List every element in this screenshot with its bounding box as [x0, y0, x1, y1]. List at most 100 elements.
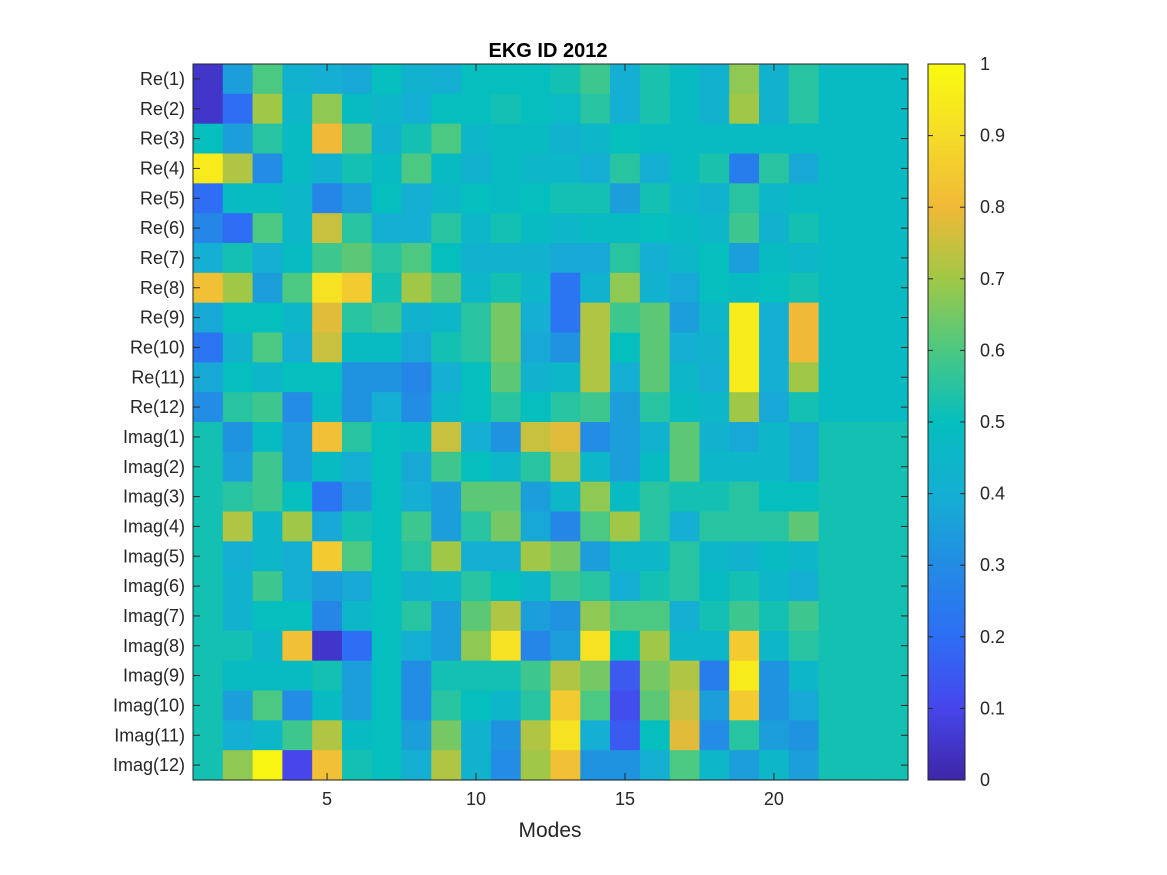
heatmap-cell	[341, 243, 373, 274]
heatmap-cell	[282, 332, 313, 363]
heatmap-cell	[759, 601, 790, 632]
y-tick-label: Imag(6)	[123, 576, 185, 596]
heatmap-cell	[669, 750, 701, 781]
heatmap-cell	[788, 511, 820, 542]
heatmap-cell	[282, 660, 313, 692]
heatmap-cell	[371, 93, 403, 125]
heatmap-cell	[788, 183, 820, 214]
heatmap-cell	[401, 720, 432, 751]
heatmap-cell	[520, 571, 552, 602]
heatmap-cell	[759, 213, 790, 244]
heatmap-cell	[580, 64, 611, 95]
heatmap-cell	[401, 451, 432, 483]
heatmap-cell	[788, 362, 820, 393]
heatmap-cell	[520, 541, 552, 572]
heatmap-cell	[848, 422, 879, 453]
heatmap-cell	[461, 451, 492, 483]
heatmap-cell	[788, 451, 820, 483]
heatmap-cell	[729, 601, 760, 632]
heatmap-cell	[788, 332, 820, 363]
heatmap-cell	[759, 630, 790, 662]
heatmap-cell	[848, 93, 879, 125]
heatmap-cell	[312, 630, 343, 662]
heatmap-cell	[699, 213, 730, 244]
heatmap-cell	[490, 183, 522, 214]
heatmap-cell	[639, 571, 671, 602]
x-tick-label: 10	[466, 789, 486, 809]
heatmap-cell	[341, 571, 373, 602]
heatmap-cell	[371, 422, 403, 453]
heatmap-cell	[252, 451, 283, 483]
heatmap-cell	[490, 93, 522, 125]
heatmap-cell	[848, 601, 879, 632]
heatmap-cell	[639, 362, 671, 393]
heatmap-cell	[818, 690, 850, 721]
y-tick-label: Imag(2)	[123, 457, 185, 477]
heatmap-cell	[580, 123, 611, 155]
colorbar-tick-label: 0	[980, 770, 990, 790]
heatmap-cell	[759, 571, 790, 602]
heatmap-cell	[431, 422, 462, 453]
heatmap-cell	[431, 243, 462, 274]
heatmap-cell	[669, 451, 701, 483]
heatmap-cell	[371, 392, 403, 423]
heatmap-cell	[222, 183, 254, 214]
heatmap-cell	[461, 481, 492, 513]
heatmap-cell	[401, 541, 432, 572]
heatmap-cell	[759, 243, 790, 274]
heatmap-cell	[550, 660, 581, 692]
heatmap-cell	[282, 422, 313, 453]
heatmap-cell	[490, 123, 522, 155]
heatmap-cell	[282, 511, 313, 542]
heatmap-cell	[729, 690, 760, 721]
heatmap-cell	[341, 690, 373, 721]
heatmap-cell	[818, 362, 850, 393]
heatmap-cell	[669, 213, 701, 244]
heatmap-cell	[610, 451, 641, 483]
heatmap-cell	[490, 302, 522, 334]
heatmap-cell	[639, 64, 671, 95]
heatmap-cell	[788, 541, 820, 572]
heatmap-cell	[222, 332, 254, 363]
heatmap-cell	[431, 392, 462, 423]
heatmap-cell	[550, 720, 581, 751]
heatmap-cell	[490, 422, 522, 453]
heatmap-cell	[282, 213, 313, 244]
colorbar-tick-label: 0.5	[980, 412, 1005, 432]
heatmap-cell	[341, 451, 373, 483]
heatmap-cell	[401, 392, 432, 423]
heatmap-cell	[639, 541, 671, 572]
heatmap-cell	[788, 750, 820, 781]
heatmap-cell	[818, 272, 850, 304]
colorbar-tick-label: 0.4	[980, 484, 1005, 504]
heatmap-cell	[818, 213, 850, 244]
heatmap-cell	[222, 302, 254, 334]
y-tick-label: Re(8)	[140, 278, 185, 298]
heatmap-cell	[699, 302, 730, 334]
heatmap-cell	[639, 601, 671, 632]
heatmap-cell	[550, 332, 581, 363]
heatmap-cell	[312, 571, 343, 602]
heatmap-cell	[550, 690, 581, 721]
heatmap-cell	[788, 64, 820, 95]
heatmap-cell	[490, 272, 522, 304]
y-tick-label: Imag(4)	[123, 516, 185, 536]
heatmap-cell	[610, 392, 641, 423]
heatmap-cell	[729, 183, 760, 214]
heatmap-cell	[431, 302, 462, 334]
heatmap-cell	[580, 392, 611, 423]
heatmap-cell	[729, 243, 760, 274]
heatmap-cell	[550, 571, 581, 602]
heatmap-cell	[371, 571, 403, 602]
heatmap-cell	[788, 302, 820, 334]
heatmap-cell	[461, 302, 492, 334]
heatmap-cell	[550, 64, 581, 95]
heatmap-cell	[222, 690, 254, 721]
heatmap-cell	[818, 511, 850, 542]
heatmap-cell	[699, 541, 730, 572]
heatmap-cell	[431, 332, 462, 363]
heatmap-cell	[252, 630, 283, 662]
y-tick-label: Re(4)	[140, 158, 185, 178]
heatmap-cell	[252, 690, 283, 721]
plot-frame	[192, 63, 909, 781]
